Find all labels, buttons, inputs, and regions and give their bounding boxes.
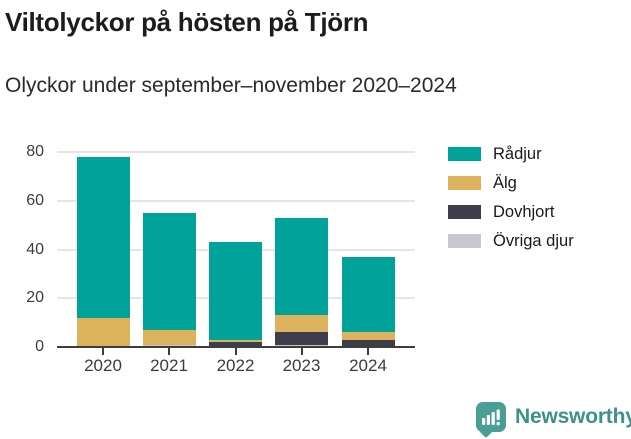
x-axis-tick	[300, 348, 303, 355]
bar-segment-radjur	[76, 156, 130, 318]
x-axis-tick-label: 2022	[216, 356, 255, 375]
x-axis-line	[57, 346, 415, 348]
plot-area	[57, 151, 415, 347]
legend-label: Dovhjort	[493, 203, 555, 221]
bar-segment-alg	[341, 332, 395, 340]
bar-segment-radjur	[341, 256, 395, 333]
mini-bar-chart-icon	[482, 409, 500, 426]
legend-swatch-alg	[448, 176, 481, 190]
bar-segment-radjur	[209, 242, 262, 340]
legend-item-ovriga-djur: Övriga djur	[448, 232, 574, 250]
bar-segment-radjur	[275, 217, 328, 316]
legend-item-alg: Älg	[448, 174, 574, 192]
bar-segment-alg	[275, 315, 328, 333]
y-axis-tick-label: 20	[26, 289, 44, 307]
bar-segment-ovriga-djur	[142, 344, 196, 347]
bar-segment-alg	[76, 317, 130, 347]
brand-footer: Newsworthy	[476, 402, 631, 432]
bar-segment-alg	[209, 339, 262, 343]
chart-title: Viltolyckor på hösten på Tjörn	[5, 7, 369, 37]
bar-segment-dovhjort	[209, 342, 262, 347]
x-axis-tick-label: 2023	[282, 356, 321, 375]
gridline	[57, 151, 415, 153]
newsworthy-logo-icon	[476, 402, 506, 432]
y-axis-tick-label: 40	[26, 240, 44, 258]
x-axis-tick-label: 2021	[150, 356, 188, 375]
legend: Rådjur Älg Dovhjort Övriga djur	[448, 145, 574, 263]
x-axis-tick-label: 2024	[349, 356, 387, 375]
legend-item-dovhjort: Dovhjort	[448, 203, 574, 221]
legend-swatch-ovriga-djur	[448, 234, 481, 248]
y-axis-tick-label: 0	[35, 338, 44, 355]
bar-segment-dovhjort	[341, 339, 395, 347]
legend-label: Rådjur	[493, 145, 542, 163]
x-axis-tick-label: 2020	[84, 356, 122, 375]
y-axis-tick-label: 60	[26, 191, 44, 209]
legend-label: Övriga djur	[493, 232, 574, 250]
bar-segment-ovriga-djur	[275, 344, 328, 347]
x-axis-tick	[234, 348, 237, 355]
x-axis-tick	[168, 348, 170, 355]
bar-segment-radjur	[142, 212, 196, 330]
chart-subtitle: Olyckor under september–november 2020–20…	[5, 74, 457, 97]
y-axis-tick-label: 80	[26, 143, 44, 160]
legend-label: Älg	[493, 174, 517, 192]
x-axis-tick	[367, 348, 369, 355]
legend-item-radjur: Rådjur	[448, 145, 574, 163]
bar-segment-dovhjort	[275, 332, 328, 345]
x-axis-tick	[102, 348, 104, 355]
brand-name: Newsworthy	[515, 405, 631, 428]
gridline	[57, 199, 415, 202]
legend-swatch-radjur	[448, 147, 481, 161]
legend-swatch-dovhjort	[448, 205, 481, 219]
bar-segment-alg	[142, 329, 196, 345]
